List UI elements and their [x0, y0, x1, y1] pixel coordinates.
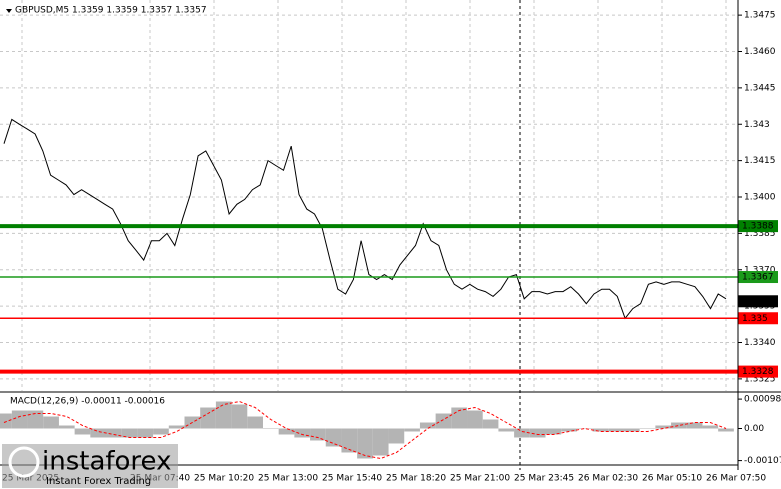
- x-tick-label: 26 Mar 05:10: [642, 474, 702, 484]
- y-tick-label: 1.343: [744, 120, 770, 130]
- histogram-bar: [702, 425, 719, 429]
- logo-brand: instaforex: [42, 447, 171, 477]
- histogram-bar: [686, 422, 703, 429]
- histogram-bar: [671, 422, 687, 429]
- y-tick-label: 1.3370: [744, 265, 776, 275]
- y-tick-label: 0.00098: [744, 395, 781, 405]
- y-tick-label: 0.00: [744, 424, 764, 434]
- histogram-bar: [623, 428, 640, 432]
- histogram-bar: [357, 428, 373, 459]
- menu-arrow: [6, 9, 12, 13]
- y-tick-label: 1.3385: [744, 229, 776, 239]
- x-tick-label: 26 Mar 07:50: [706, 474, 766, 484]
- histogram-bar: [655, 425, 672, 429]
- x-tick-label: 25 Mar 10:20: [194, 474, 254, 484]
- histogram-bar: [561, 428, 577, 432]
- y-tick-label: 1.3460: [744, 47, 776, 57]
- histogram-bar: [718, 428, 734, 432]
- histogram-bar: [592, 428, 609, 432]
- histogram-bar: [231, 404, 248, 429]
- x-tick-label: 26 Mar 02:30: [578, 474, 638, 484]
- histogram-bar: [404, 428, 420, 432]
- x-tick-label: 25 Mar 13:00: [258, 474, 318, 484]
- histogram-bar: [262, 428, 279, 429]
- histogram-bar: [325, 428, 342, 447]
- signal-line: [3, 400, 727, 460]
- histogram-bar: [153, 428, 169, 435]
- histogram-bar: [58, 425, 75, 429]
- y-tick-label: 1.3340: [744, 338, 776, 348]
- histogram-bar: [388, 428, 405, 444]
- histogram-bar: [514, 428, 530, 438]
- x-tick-label: 25 Mar 23:45: [514, 474, 574, 484]
- macd-title: MACD(12,26,9) -0.00011 -0.00016: [10, 397, 165, 407]
- histogram-bar: [498, 428, 515, 432]
- level-label-bg: [738, 365, 778, 378]
- histogram-bar: [137, 428, 154, 438]
- level-label: 1.3388: [742, 222, 774, 232]
- histogram-bar: [74, 428, 91, 435]
- histogram-bar: [43, 416, 59, 429]
- histogram-bar: [372, 428, 389, 456]
- histogram-bar: [247, 416, 263, 429]
- level-label: 1.3367: [742, 273, 774, 283]
- histogram-bar: [419, 422, 436, 429]
- histogram-bar: [608, 428, 624, 432]
- histogram-bar: [341, 428, 358, 453]
- last-price-bg: [738, 295, 778, 308]
- y-tick-label: 1.3400: [744, 193, 776, 203]
- chart-title: GBPUSD,M5 1.3359 1.3359 1.3357 1.3357: [15, 6, 207, 16]
- histogram-bar: [435, 413, 452, 429]
- histogram-bar: [467, 410, 483, 429]
- y-tick-label: 1.3325: [744, 374, 776, 384]
- last-price-label: 1.3357: [742, 297, 774, 307]
- y-tick-label: -0.00107: [744, 456, 781, 466]
- histogram-bar: [529, 428, 546, 438]
- level-label-bg: [738, 220, 778, 233]
- y-tick-label: 1.3445: [744, 83, 776, 93]
- histogram-bar: [215, 401, 232, 429]
- y-tick-label: 1.3415: [744, 156, 776, 166]
- histogram-bar: [168, 425, 185, 429]
- level-label: 1.3328: [742, 367, 774, 377]
- histogram-bar: [121, 428, 138, 438]
- histogram-bar: [11, 410, 28, 429]
- logo-slogan: Instant Forex Trading: [46, 476, 151, 487]
- histogram-bar: [294, 428, 311, 438]
- histogram-bar: [576, 428, 593, 429]
- histogram-bar: [200, 407, 216, 429]
- histogram-bar: [27, 410, 44, 429]
- histogram-bar: [90, 428, 107, 438]
- histogram-bar: [278, 428, 295, 435]
- histogram-bar: [106, 428, 122, 438]
- level-label-bg: [738, 271, 778, 284]
- x-tick-label: 25 Mar 21:00: [450, 474, 510, 484]
- price-line: [3, 118, 727, 320]
- x-tick-label: 25 Mar 15:40: [322, 474, 382, 484]
- logo-icon: [8, 446, 40, 478]
- histogram-bar: [545, 428, 562, 435]
- histogram-bar: [0, 413, 12, 429]
- histogram-bar: [482, 419, 499, 429]
- level-label-bg: [738, 312, 778, 325]
- level-label: 1.335: [742, 314, 768, 324]
- histogram-bar: [310, 428, 326, 441]
- y-tick-label: 1.3475: [744, 11, 776, 21]
- histogram-bar: [639, 428, 656, 429]
- x-tick-label: 25 Mar 18:20: [386, 474, 446, 484]
